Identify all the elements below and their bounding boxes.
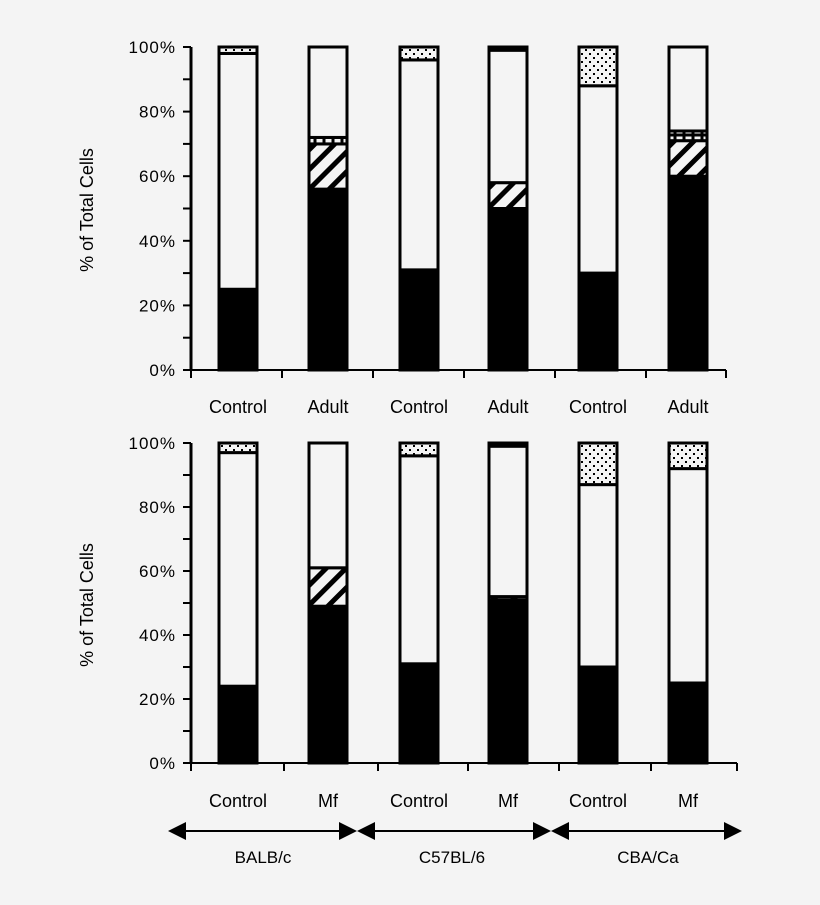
bar-segment-open [307, 441, 349, 570]
bar-segment-solid [577, 271, 619, 372]
bar-segment-solid [217, 684, 259, 765]
bar-segment-dotted [667, 441, 709, 471]
bar-segment-solid [307, 187, 349, 372]
bar-segment-open [667, 467, 709, 685]
arrow-left-icon [168, 822, 186, 840]
bar-segment-solid [577, 665, 619, 765]
bar-segment-open [217, 51, 259, 291]
category-label: Control [569, 397, 627, 417]
y-tick-label: 0% [149, 754, 176, 773]
y-tick-label: 40% [139, 626, 176, 645]
bar-segment-open [667, 45, 709, 133]
bar-segment-hatched [487, 181, 529, 211]
y-tick-label: 0% [149, 361, 176, 380]
bar-segment-open [307, 45, 349, 139]
y-tick-label: 20% [139, 296, 176, 315]
bar-segment-solid [667, 681, 709, 765]
bar-segment-open [398, 454, 440, 666]
bar-segment-dotted [217, 45, 259, 55]
category-label: Control [209, 791, 267, 811]
y-axis-label-top: % of Total Cells [77, 148, 97, 272]
bar-segment-open [487, 48, 529, 185]
y-tick-label: 60% [139, 167, 176, 186]
arrow-left-icon [357, 822, 375, 840]
bar-segment-hatched [667, 139, 709, 178]
bar-segment-hatched [307, 142, 349, 191]
y-tick-label: 40% [139, 232, 176, 251]
bar-segment-solid [487, 441, 529, 448]
category-label: Adult [667, 397, 708, 417]
bar-segment-solid [398, 662, 440, 765]
bar-segment-dotted [577, 441, 619, 487]
arrow-right-icon [724, 822, 742, 840]
bar-segment-dotted [217, 441, 259, 455]
group-label-balbc: BALB/c [235, 848, 292, 867]
bar-segment-open [217, 451, 259, 688]
bar-segment-solid [398, 268, 440, 372]
bar-segment-open [487, 444, 529, 599]
y-axis-label-bottom: % of Total Cells [77, 543, 97, 667]
category-label: Control [390, 397, 448, 417]
strain-groups: BALB/c C57BL/6 CBA/Ca [168, 822, 742, 867]
bar-segment-hatched [307, 566, 349, 608]
arrow-right-icon [339, 822, 357, 840]
category-label: Control [569, 791, 627, 811]
y-tick-label: 80% [139, 498, 176, 517]
y-tick-label: 60% [139, 562, 176, 581]
group-label-cbaca: CBA/Ca [617, 848, 679, 867]
bar-segment-open [577, 84, 619, 275]
y-tick-label: 20% [139, 690, 176, 709]
bar-segment-solid [487, 598, 529, 765]
category-label: Mf [318, 791, 339, 811]
arrow-right-icon [533, 822, 551, 840]
bar-segment-open [398, 58, 440, 272]
bar-segment-open [577, 483, 619, 669]
category-label: Mf [678, 791, 699, 811]
category-label: Control [209, 397, 267, 417]
y-tick-label: 100% [129, 434, 176, 453]
bottom-panel: 0% 20% 40% 60% 80% 100% Control Mf Control Mf Cont… [129, 434, 738, 811]
y-tick-label: 80% [139, 103, 176, 122]
group-label-c57bl6: C57BL/6 [419, 848, 485, 867]
y-tick-label: 100% [129, 38, 176, 57]
category-label: Adult [307, 397, 348, 417]
top-panel: 0% 20% 40% 60% 80% 100% Control Adult Control Adu… [129, 38, 727, 417]
bar-segment-dotted [398, 45, 440, 62]
category-label: Mf [498, 791, 519, 811]
bar-segment-solid [667, 174, 709, 372]
bar-segment-solid [307, 604, 349, 765]
bar-segment-dotted [398, 441, 440, 458]
bar-segment-solid [487, 207, 529, 372]
bar-segment-solid [217, 287, 259, 372]
bar-segment-solid [487, 45, 529, 52]
arrow-left-icon [551, 822, 569, 840]
bar-segment-dotted [577, 45, 619, 88]
category-label: Control [390, 791, 448, 811]
category-label: Adult [487, 397, 528, 417]
